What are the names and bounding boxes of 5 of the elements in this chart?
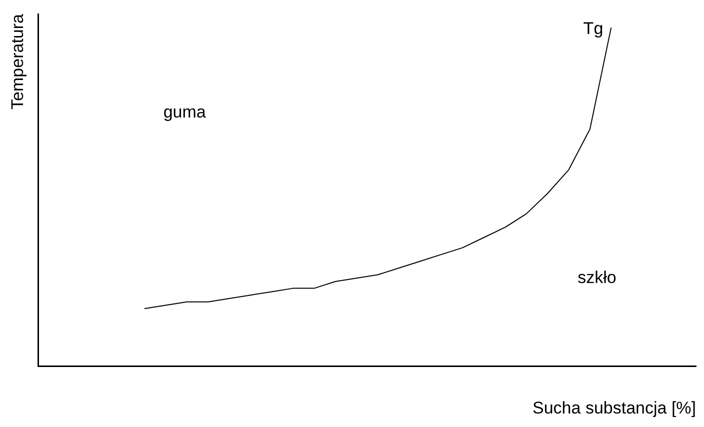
annotation: szkło <box>578 268 616 287</box>
y-axis-title: Temperatura <box>8 13 27 110</box>
annotation: guma <box>163 102 206 122</box>
x-axis-title: Sucha substancja [%] <box>532 398 696 418</box>
series-label: Tg <box>583 19 604 38</box>
